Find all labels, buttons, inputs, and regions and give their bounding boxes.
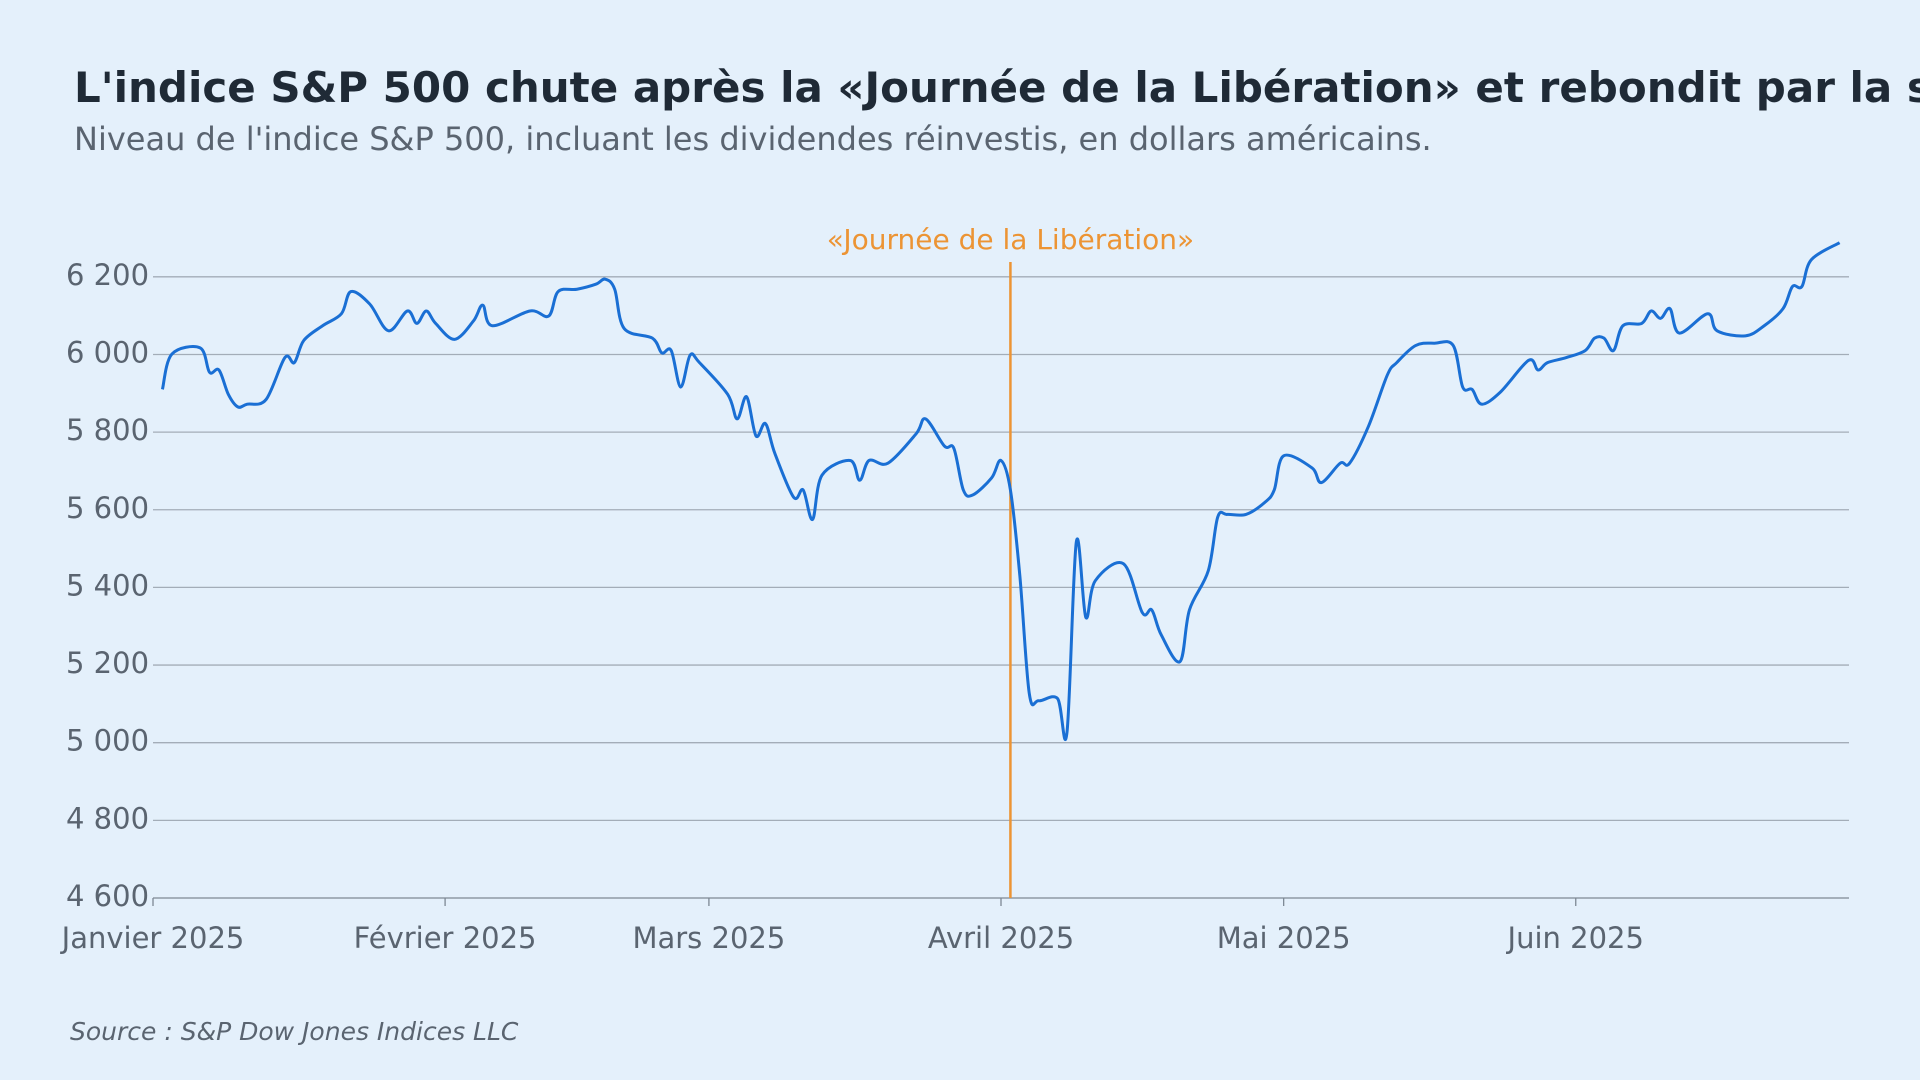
x-tick-label: Juin 2025 <box>1506 921 1644 955</box>
line <box>160 241 1841 742</box>
y-tick-label: 5 200 <box>66 646 149 680</box>
y-tick-label: 5 400 <box>66 568 149 602</box>
y-tick-label: 5 800 <box>66 413 149 447</box>
source: Source : S&P Dow Jones Indices LLC <box>70 1017 519 1046</box>
y-tick-label: 4 800 <box>66 801 149 835</box>
x-tick-label: Février 2025 <box>354 921 537 955</box>
y-tick-label: 4 600 <box>66 879 149 913</box>
x-tick-label: Avril 2025 <box>928 921 1074 955</box>
y-tick-label: 6 200 <box>66 258 149 292</box>
y-tick-label: 6 000 <box>66 335 149 369</box>
annotation-label: «Journée de la Libération» <box>827 223 1194 256</box>
y-tick-label: 5 000 <box>66 724 149 758</box>
y-tick-label: 5 600 <box>66 491 149 525</box>
x-tick-label: Mars 2025 <box>632 921 785 955</box>
x-tick-label: Mai 2025 <box>1217 921 1351 955</box>
chart-title: L'indice S&P 500 chute après la «Journée… <box>74 63 1920 112</box>
chart-subtitle: Niveau de l'indice S&P 500, incluant les… <box>74 120 1432 158</box>
x-tick-label: Janvier 2025 <box>60 921 245 955</box>
